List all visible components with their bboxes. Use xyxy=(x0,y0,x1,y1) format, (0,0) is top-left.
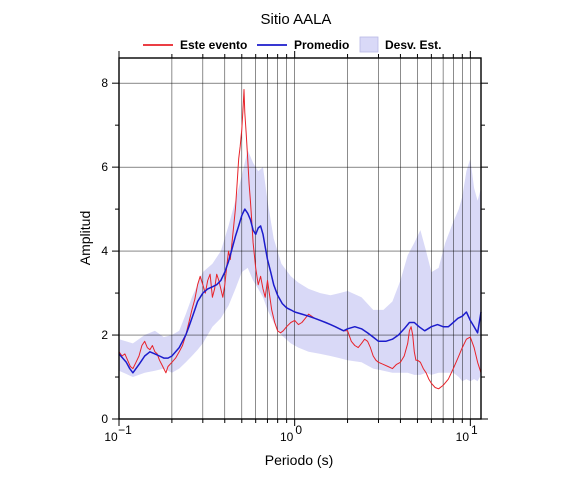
x-tick-exponent: 1 xyxy=(471,423,478,437)
y-tick-label: 2 xyxy=(101,328,108,342)
x-tick-exponent: −1 xyxy=(118,423,132,437)
plot-frame xyxy=(118,57,482,420)
y-tick-label: 8 xyxy=(101,76,108,90)
std-dev-band xyxy=(119,150,481,382)
x-axis: 10 −1 10 0 10 1 xyxy=(104,51,478,444)
legend: Este evento Promedio Desv. Est. xyxy=(143,36,441,53)
series-event-line xyxy=(118,89,482,390)
gridlines xyxy=(119,58,481,419)
series-mean-line xyxy=(118,208,482,374)
legend-event-label: Este evento xyxy=(180,38,247,52)
chart-title: Sitio AALA xyxy=(261,11,332,28)
legend-mean-label: Promedio xyxy=(294,38,349,52)
legend-band-label: Desv. Est. xyxy=(385,38,441,52)
legend-band-swatch xyxy=(359,36,379,53)
x-tick-label: 10 xyxy=(280,430,294,444)
y-axis: 0 2 4 6 8 xyxy=(101,76,488,426)
std-dev-band-area xyxy=(119,150,481,382)
y-tick-label: 0 xyxy=(101,412,108,426)
x-tick-label: 10 xyxy=(456,430,470,444)
series-lines xyxy=(118,89,482,390)
y-axis-label: Amplitud xyxy=(77,211,93,265)
y-tick-label: 6 xyxy=(101,160,108,174)
x-tick-exponent: 0 xyxy=(295,423,302,437)
y-tick-label: 4 xyxy=(101,244,108,258)
x-tick-label: 10 xyxy=(104,430,118,444)
x-axis-label: Periodo (s) xyxy=(265,452,333,468)
